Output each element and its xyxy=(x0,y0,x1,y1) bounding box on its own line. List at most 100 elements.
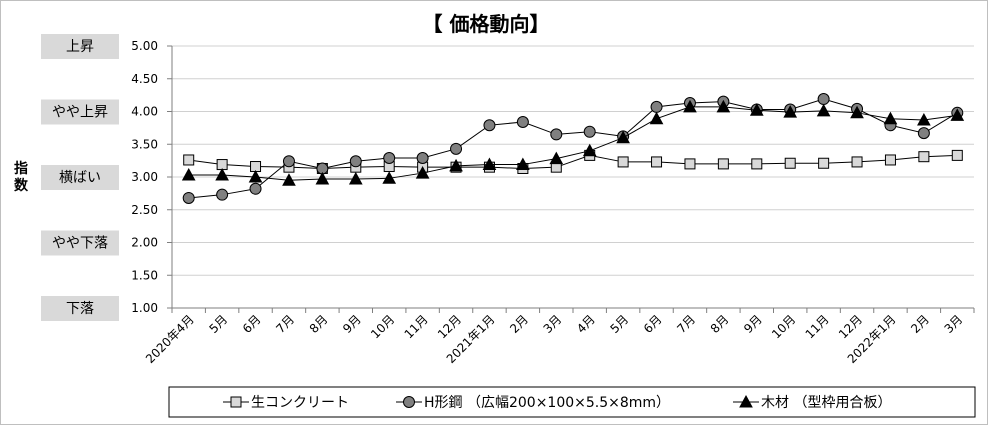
level-label-text: やや下落 xyxy=(52,236,108,252)
data-point xyxy=(415,166,430,179)
data-point xyxy=(181,167,196,181)
data-point xyxy=(850,105,864,119)
x-tick-label: 3月 xyxy=(942,312,966,336)
legend-entry: 木材 （型枠用合板） xyxy=(733,394,891,411)
data-point xyxy=(449,158,463,172)
level-label-box xyxy=(41,99,119,125)
data-point xyxy=(182,191,195,204)
legend-label: H形鋼 （広幅200×100×5.5×8mm） xyxy=(424,395,670,411)
data-point xyxy=(650,100,663,113)
x-tick-label: 12月 xyxy=(435,312,464,341)
y-tick-label: 3.00 xyxy=(131,170,158,184)
y-tick-label: 4.00 xyxy=(131,105,158,119)
data-point xyxy=(549,151,564,165)
data-point xyxy=(583,125,596,138)
data-point xyxy=(482,157,497,171)
legend-entry: 生コンクリート xyxy=(223,395,349,411)
legend-marker xyxy=(230,396,242,408)
data-point xyxy=(516,115,529,128)
x-tick-label: 9月 xyxy=(340,312,364,336)
data-point xyxy=(784,157,796,169)
y-axis-label-char: 数 xyxy=(14,177,29,194)
data-point xyxy=(216,188,229,201)
series-line xyxy=(188,154,958,169)
series-triangle xyxy=(181,99,965,186)
y-tick-label: 3.50 xyxy=(131,137,158,151)
y-tick-label: 1.00 xyxy=(131,301,158,315)
data-point xyxy=(215,167,229,181)
data-point xyxy=(249,182,262,195)
data-point xyxy=(617,156,629,168)
data-point xyxy=(183,154,195,166)
data-point xyxy=(348,171,363,185)
y-axis-label: 指数 xyxy=(14,160,29,194)
y-tick-label: 2.00 xyxy=(131,236,158,250)
x-tick-label: 5月 xyxy=(607,312,631,336)
x-tick-label: 5月 xyxy=(206,312,230,336)
x-tick-label: 2月 xyxy=(908,312,932,336)
x-tick-label: 10月 xyxy=(769,312,798,341)
level-label-box xyxy=(41,230,119,256)
level-label: やや上昇 xyxy=(41,99,119,125)
data-point xyxy=(716,99,731,113)
data-point xyxy=(349,155,362,168)
x-tick-label: 9月 xyxy=(741,312,765,336)
x-tick-label: 11月 xyxy=(803,312,832,341)
x-tick-label: 2020年4月 xyxy=(143,312,197,366)
data-point xyxy=(749,103,764,116)
y-tick-labels: 1.00 1.50 2.00 2.50 3.00 3.50 4.00 4.50 5.00 xyxy=(131,39,158,315)
data-point xyxy=(684,158,696,170)
data-point xyxy=(282,155,295,168)
level-label-text: やや上昇 xyxy=(52,105,108,121)
level-label: 横ばい xyxy=(41,165,119,190)
data-point xyxy=(783,105,798,118)
axes xyxy=(167,45,975,313)
data-point xyxy=(483,119,496,132)
data-point xyxy=(582,143,597,157)
chart-title: 【 価格動向】 xyxy=(423,12,550,36)
data-point xyxy=(651,156,663,168)
series-circle xyxy=(182,93,964,204)
data-point xyxy=(382,171,397,184)
data-point xyxy=(450,142,463,155)
data-point xyxy=(816,103,831,117)
legend-entry: H形鋼 （広幅200×100×5.5×8mm） xyxy=(396,395,670,411)
data-point xyxy=(950,108,965,121)
y-tick-label: 4.50 xyxy=(131,72,158,86)
x-tick-label: 8月 xyxy=(307,312,331,336)
level-label: やや下落 xyxy=(41,230,119,256)
legend-marker xyxy=(403,396,415,408)
y-tick-label: 1.50 xyxy=(131,268,158,282)
legend: 生コンクリート H形鋼 （広幅200×100×5.5×8mm） 木材 （型枠用合板） xyxy=(168,386,976,418)
x-tick-label: 2月 xyxy=(507,312,531,336)
data-point xyxy=(550,128,563,141)
x-tick-label: 4月 xyxy=(574,312,598,336)
legend-box xyxy=(168,386,976,418)
series-line xyxy=(188,98,958,199)
data-point xyxy=(918,151,930,163)
x-tick-label: 11月 xyxy=(402,312,431,341)
legend-label: 生コンクリート xyxy=(251,395,349,411)
x-tick-label: 12月 xyxy=(836,312,865,341)
y-axis-label-char: 指 xyxy=(14,160,28,177)
x-tick-label: 7月 xyxy=(674,312,698,336)
y-tick-label: 5.00 xyxy=(131,39,158,53)
data-point xyxy=(883,111,898,125)
x-tick-label: 10月 xyxy=(368,312,397,341)
level-label-text: 下落 xyxy=(66,301,94,317)
x-tick-label: 8月 xyxy=(708,312,732,336)
level-label-box xyxy=(41,165,119,190)
x-tick-label: 6月 xyxy=(240,312,264,336)
level-label: 上昇 xyxy=(41,34,119,59)
data-point xyxy=(717,158,729,170)
data-point xyxy=(248,169,263,183)
level-label-text: 上昇 xyxy=(66,39,94,55)
legend-label: 木材 （型枠用合板） xyxy=(761,395,891,411)
level-label-text: 横ばい xyxy=(59,170,101,186)
data-point xyxy=(917,112,931,126)
series xyxy=(181,93,965,204)
